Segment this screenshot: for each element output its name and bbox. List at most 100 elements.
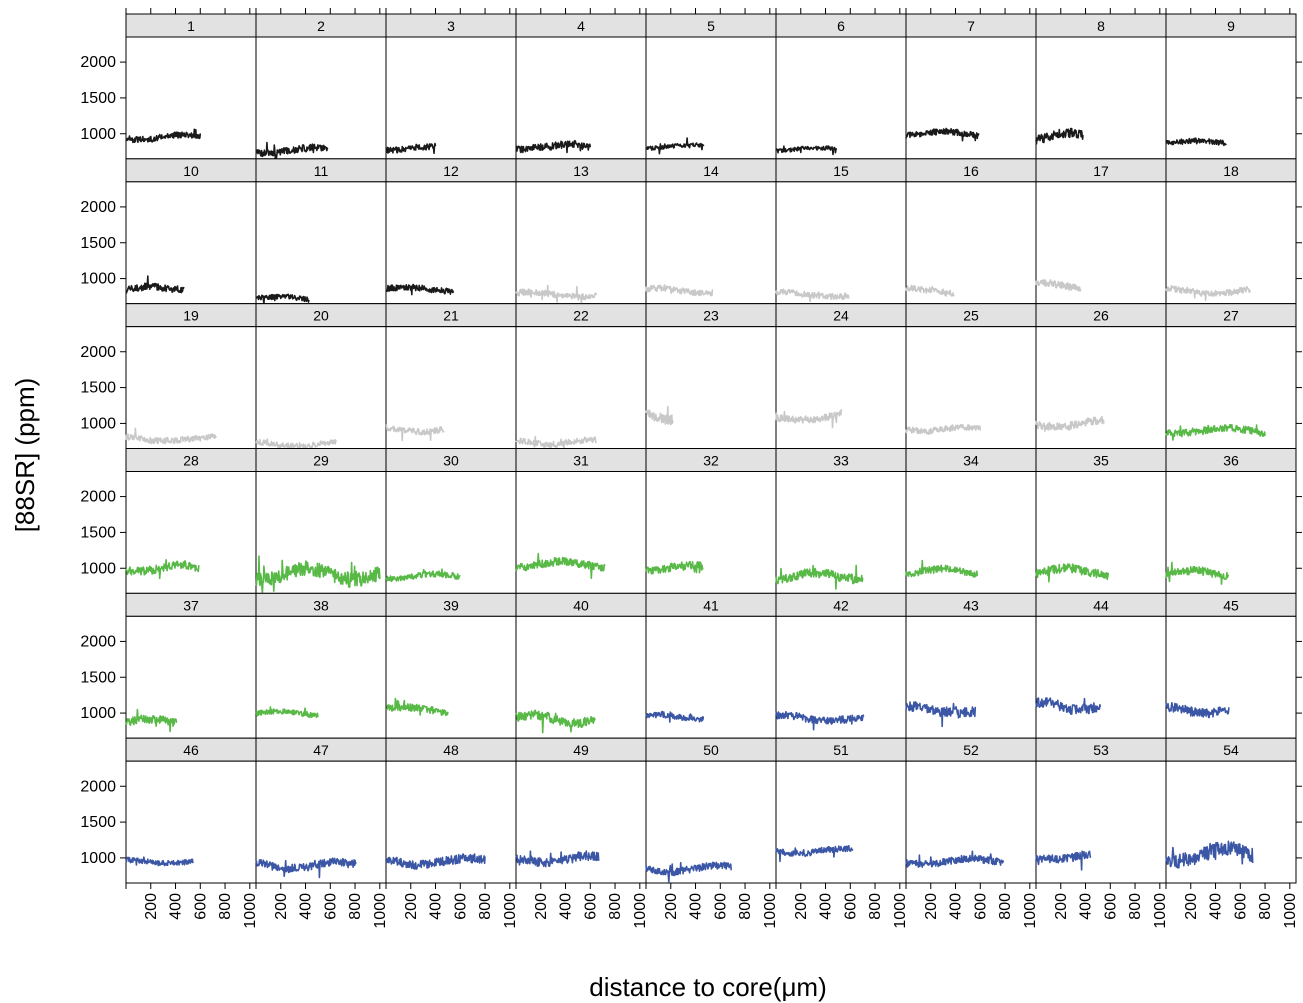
panel-strip-label: 23 (703, 308, 719, 324)
panel-9: 9 (1165, 13, 1297, 160)
series-line-52 (905, 850, 1005, 868)
panel-strip-label: 38 (313, 597, 329, 613)
panel-plot-area (775, 181, 907, 305)
panel-strip-label: 11 (314, 163, 329, 179)
x-tick-label: 400 (558, 893, 575, 920)
series-line-16 (905, 284, 955, 297)
panel-plot-area (775, 36, 907, 160)
y-tick-label: 2000 (80, 54, 116, 71)
panel-plot-area (255, 181, 387, 305)
x-tick-label: 1000 (502, 893, 519, 929)
panel-strip-label: 54 (1223, 742, 1239, 758)
x-tick-label: 800 (477, 893, 494, 920)
y-axis-label: [88SR] (ppm) (10, 378, 40, 533)
series-line-39 (385, 697, 449, 717)
panel-2: 2 (255, 13, 387, 160)
panel-strip-label: 6 (837, 18, 845, 34)
x-tick-label: 600 (712, 893, 729, 920)
series-line-27 (1165, 423, 1266, 441)
y-tick-label: 1500 (80, 90, 116, 107)
series-line-31 (515, 552, 606, 580)
panel-strip-label: 12 (443, 163, 459, 179)
series-line-7 (905, 127, 980, 142)
y-tick-label: 2000 (80, 344, 116, 361)
series-line-28 (125, 558, 200, 580)
panel-plot-area (385, 615, 517, 739)
x-tick-label: 800 (607, 893, 624, 920)
x-tick-label: 800 (997, 893, 1014, 920)
series-line-15 (775, 288, 850, 303)
y-tick-label: 1000 (80, 560, 116, 577)
series-line-37 (125, 708, 178, 733)
series-line-1 (125, 128, 202, 144)
panel-strip-label: 10 (183, 163, 199, 179)
panel-plot-area (905, 760, 1037, 884)
panel-plot-area (645, 615, 777, 739)
panel-strip-label: 44 (1093, 597, 1109, 613)
panel-plot-area (1035, 36, 1167, 160)
x-tick-label: 1000 (372, 893, 389, 929)
panel-40: 40 (515, 592, 647, 739)
panel-plot-area (905, 615, 1037, 739)
panel-3: 3 (385, 13, 517, 160)
x-tick-label: 400 (168, 893, 185, 920)
series-line-8 (1035, 127, 1084, 145)
panel-plot-area (515, 181, 647, 305)
series-line-22 (515, 435, 597, 449)
panel-plot-area (125, 471, 257, 594)
panel-29: 29 (255, 448, 387, 594)
y-tick-label: 2000 (80, 199, 116, 216)
x-tick-label: 200 (663, 893, 680, 920)
x-tick-label: 600 (322, 893, 339, 920)
y-tick-label: 1000 (80, 705, 116, 722)
panel-plot-area (515, 36, 647, 160)
panel-plot-area (515, 326, 647, 449)
panel-strip-label: 28 (183, 453, 199, 469)
series-line-12 (385, 283, 455, 296)
x-tick-label: 800 (1257, 893, 1274, 920)
panel-strip-label: 39 (443, 597, 459, 613)
panel-51: 51 (775, 737, 907, 884)
series-line-30 (385, 568, 461, 583)
x-tick-label: 200 (1053, 893, 1070, 920)
panel-44: 44 (1035, 592, 1167, 739)
y-tick-label: 1500 (80, 235, 116, 252)
series-line-20 (255, 438, 337, 449)
x-tick-label: 600 (972, 893, 989, 920)
panel-plot-area (1165, 760, 1297, 884)
panel-48: 48 (385, 737, 517, 884)
panel-strip-label: 40 (573, 597, 589, 613)
panel-23: 23 (645, 303, 777, 449)
series-line-32 (645, 560, 704, 575)
panel-plot-area (1035, 760, 1167, 884)
panel-strip-label: 20 (313, 308, 329, 324)
panel-strip-label: 50 (703, 742, 719, 758)
series-line-42 (775, 710, 865, 731)
panel-strip-label: 5 (707, 18, 715, 34)
panel-32: 32 (645, 448, 777, 594)
x-tick-label: 800 (737, 893, 754, 920)
series-line-29 (255, 555, 381, 594)
series-line-34 (905, 559, 979, 578)
panel-20: 20 (255, 303, 387, 449)
panel-21: 21 (385, 303, 517, 449)
series-line-21 (385, 424, 445, 442)
panel-19: 19 (125, 303, 257, 449)
panel-strip-label: 21 (443, 308, 459, 324)
panel-plot-area (255, 36, 387, 160)
y-tick-label: 1000 (80, 126, 116, 143)
panel-plot-area (1165, 181, 1297, 305)
x-tick-label: 800 (867, 893, 884, 920)
panel-28: 28 (125, 448, 257, 594)
y-tick-label: 1500 (80, 669, 116, 686)
x-tick-label: 200 (1183, 893, 1200, 920)
panel-25: 25 (905, 303, 1037, 449)
panel-strip-label: 17 (1093, 163, 1109, 179)
panel-strip-label: 41 (703, 597, 719, 613)
panel-strip-label: 45 (1223, 597, 1239, 613)
panel-strip-label: 48 (443, 742, 459, 758)
panel-strip-label: 36 (1223, 453, 1239, 469)
panel-strip-label: 33 (833, 453, 849, 469)
x-tick-label: 1000 (762, 893, 779, 929)
